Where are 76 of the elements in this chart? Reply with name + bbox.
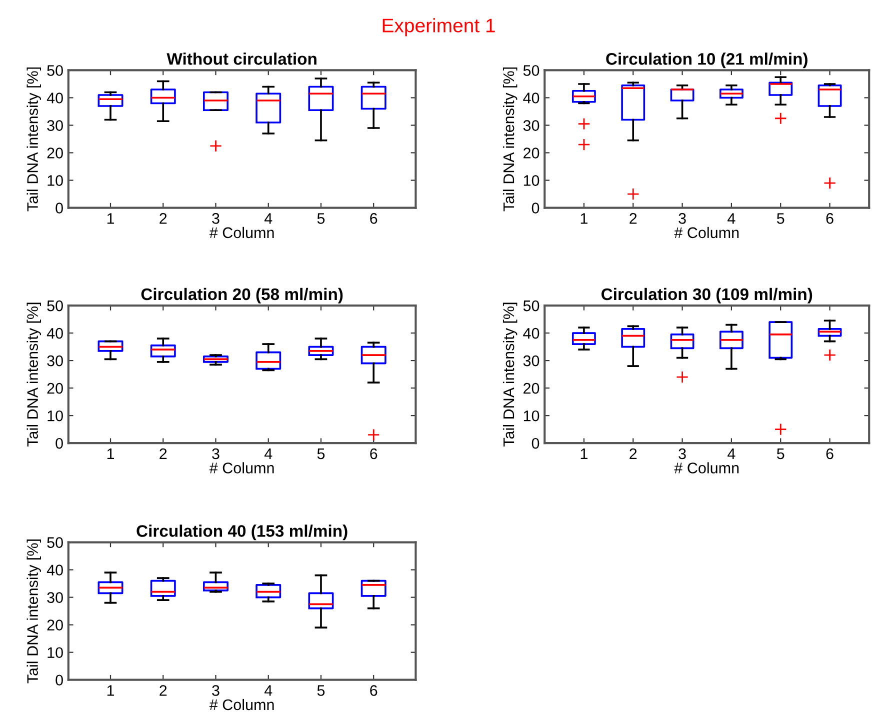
x-tick-label: 4 xyxy=(728,448,736,460)
text: Experiment 1 xyxy=(382,18,495,36)
y-tick-label: 10 xyxy=(48,410,63,422)
y-tick-label: 50 xyxy=(47,537,63,548)
y-tick-label: 10 xyxy=(524,175,540,186)
y-tick-label: 20 xyxy=(524,382,540,394)
x-tick-label: 5 xyxy=(776,448,784,460)
y-tick-label: 20 xyxy=(47,382,63,394)
x-tick-label: 2 xyxy=(160,685,167,696)
x-tick-label: 5 xyxy=(317,213,325,224)
y-tick-label: 50 xyxy=(47,65,63,76)
y-tick-label: 40 xyxy=(523,92,540,104)
y-tick-label: 0 xyxy=(532,438,540,449)
x-tick-label: 5 xyxy=(317,685,325,696)
x-tick-label: 6 xyxy=(370,213,378,224)
x-tick-label: 1 xyxy=(107,685,114,696)
x-tick-label: 4 xyxy=(264,685,272,696)
x-tick-label: 1 xyxy=(580,448,588,460)
y-tick-label: 30 xyxy=(47,355,63,366)
x-tick-label: 2 xyxy=(630,448,637,460)
x-axis-title: # Column xyxy=(209,698,274,710)
y-tick-label: 50 xyxy=(523,65,540,76)
x-axis-title: # Column xyxy=(209,462,274,474)
x-tick-label: 6 xyxy=(370,685,378,696)
x-tick-label: 3 xyxy=(678,448,686,460)
y-tick-label: 0 xyxy=(56,438,63,449)
y-tick-label: 10 xyxy=(524,410,540,422)
chart-title: Circulation 30 (109 ml/min) xyxy=(602,288,812,304)
y-axis-title: Tail DNA intensity [%] xyxy=(26,540,41,684)
y-tick-label: 50 xyxy=(523,300,540,312)
y-tick-label: 30 xyxy=(47,592,63,603)
y-tick-label: 30 xyxy=(47,120,63,131)
x-tick-label: 2 xyxy=(630,213,637,224)
x-tick-label: 4 xyxy=(728,213,736,224)
chart-title: Circulation 10 (21 ml/min) xyxy=(606,52,808,68)
y-tick-label: 0 xyxy=(56,202,63,214)
y-tick-label: 0 xyxy=(532,202,540,214)
y-tick-label: 40 xyxy=(46,328,63,339)
x-axis-title: # Column xyxy=(209,226,274,238)
x-tick-label: 1 xyxy=(107,448,114,460)
x-tick-label: 3 xyxy=(212,213,220,224)
x-tick-label: 2 xyxy=(160,448,167,460)
chart-title: Circulation 40 (153 ml/min) xyxy=(136,524,348,540)
x-tick-label: 5 xyxy=(776,213,784,224)
x-tick-label: 3 xyxy=(212,448,220,460)
y-tick-label: 40 xyxy=(523,328,540,339)
x-tick-label: 4 xyxy=(264,213,272,224)
x-tick-label: 6 xyxy=(826,448,834,460)
y-axis-title: Tail DNA intensity [%] xyxy=(502,68,518,212)
x-tick-label: 1 xyxy=(580,213,588,224)
x-tick-label: 5 xyxy=(317,448,325,460)
x-tick-label: 4 xyxy=(264,448,272,460)
y-tick-label: 40 xyxy=(46,564,63,576)
chart-title: Without circulation xyxy=(166,52,316,65)
y-tick-label: 20 xyxy=(524,148,540,158)
y-axis-title: Tail DNA intensity [%] xyxy=(26,302,41,447)
x-tick-label: 6 xyxy=(370,448,378,460)
y-tick-label: 20 xyxy=(47,148,63,158)
x-tick-label: 2 xyxy=(160,213,167,224)
x-axis-title: # Column xyxy=(674,226,739,238)
x-axis-title: # Column xyxy=(674,462,739,474)
y-tick-label: 10 xyxy=(48,175,63,186)
y-tick-label: 30 xyxy=(523,355,540,366)
x-tick-label: 3 xyxy=(678,213,686,224)
y-tick-label: 30 xyxy=(523,120,540,131)
y-tick-label: 20 xyxy=(47,620,63,630)
x-tick-label: 1 xyxy=(107,213,114,224)
x-tick-label: 6 xyxy=(826,213,834,224)
y-tick-label: 0 xyxy=(56,674,63,686)
y-tick-label: 40 xyxy=(46,92,63,104)
y-axis-title: Tail DNA intensity [%] xyxy=(502,302,518,447)
y-axis-title: Tail DNA intensity [%] xyxy=(26,68,41,212)
chart-title: Circulation 20 (58 ml/min) xyxy=(141,288,343,304)
y-tick-label: 50 xyxy=(47,300,63,312)
x-tick-label: 3 xyxy=(212,685,220,696)
y-tick-label: 10 xyxy=(48,647,63,658)
